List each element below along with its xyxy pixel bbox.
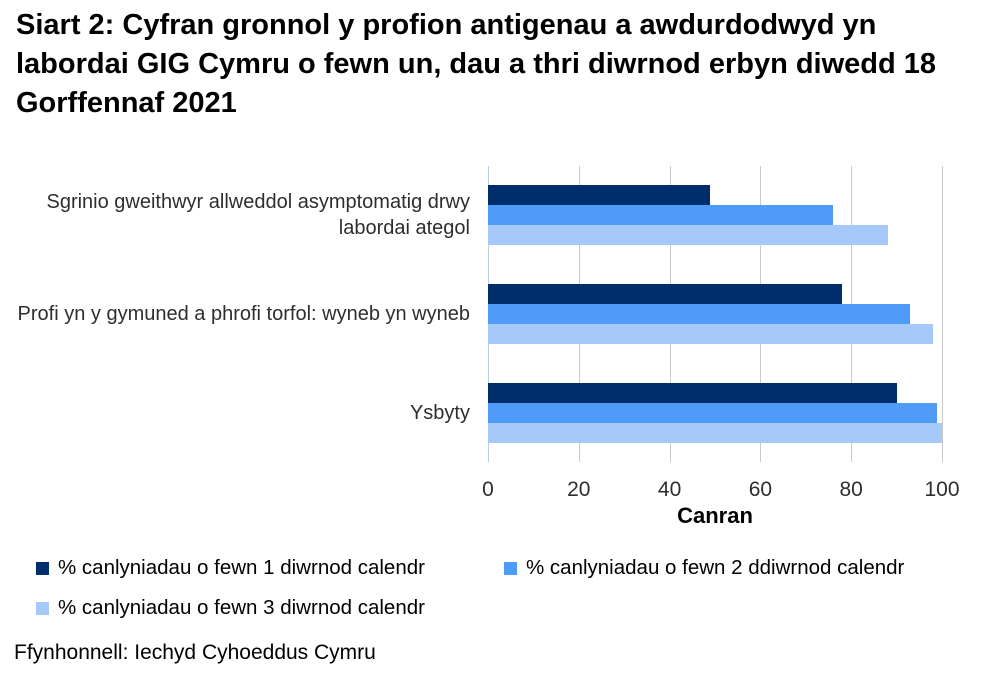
x-tick-100: 100: [924, 478, 960, 501]
x-tick-40: 40: [657, 478, 682, 501]
category-label-profi: Profi yn y gymuned a phrofi torfol: wyne…: [17, 303, 470, 325]
bar-ysbyty-3day: [488, 422, 942, 443]
bar-groups: [488, 166, 942, 462]
source-note: Ffynhonnell: Iechyd Cyhoeddus Cymru: [14, 641, 376, 664]
legend-label-1day: % canlyniadau o fewn 1 diwrnod calendr: [58, 556, 425, 579]
category-label-ysbyty: Ysbyty: [409, 401, 470, 424]
bar-sgrinio-1day: [488, 185, 711, 206]
category-axis: Sgrinio gweithwyr allweddol asymptomatig…: [0, 166, 470, 462]
chart-title: Siart 2: Cyfran gronnol y profion antige…: [16, 9, 937, 119]
bar-profi-3day: [488, 324, 933, 344]
legend-item-2day: % canlyniadau o fewn 2 ddiwrnod calendr: [504, 556, 904, 580]
bar-group-sgrinio: [488, 166, 942, 265]
plot-area: [488, 166, 943, 462]
x-tick-20: 20: [567, 478, 591, 501]
legend-swatch-1day: [36, 561, 49, 575]
legend-item-1day: % canlyniadau o fewn 1 diwrnod calendr: [36, 556, 425, 580]
bar-group-ysbyty: [488, 363, 942, 462]
bar-ysbyty-2day: [488, 402, 938, 423]
category-label-sgrinio: Sgrinio gweithwyr allweddol asymptomatig…: [46, 191, 470, 240]
legend-label-2day: % canlyniadau o fewn 2 ddiwrnod calendr: [526, 556, 905, 579]
legend-swatch-3day: [36, 601, 49, 615]
bar-sgrinio-2day: [488, 205, 834, 226]
x-axis-ticks: 0 20 40 60 80 100: [482, 478, 959, 502]
legend-label-3day: % canlyniadau o fewn 3 diwrnod calendr: [58, 596, 425, 619]
x-axis-title: Canran: [677, 503, 753, 528]
bar-group-profi: [488, 265, 942, 364]
legend-item-3day: % canlyniadau o fewn 3 diwrnod calendr: [36, 596, 425, 620]
x-tick-80: 80: [839, 478, 863, 501]
bar-ysbyty-1day: [488, 382, 897, 403]
gridline-100: [942, 166, 943, 462]
bar-profi-2day: [488, 304, 911, 324]
x-tick-0: 0: [482, 478, 494, 501]
x-tick-60: 60: [748, 478, 773, 501]
legend-swatch-2day: [504, 561, 517, 575]
bar-profi-1day: [488, 284, 843, 304]
bar-sgrinio-3day: [488, 225, 888, 246]
